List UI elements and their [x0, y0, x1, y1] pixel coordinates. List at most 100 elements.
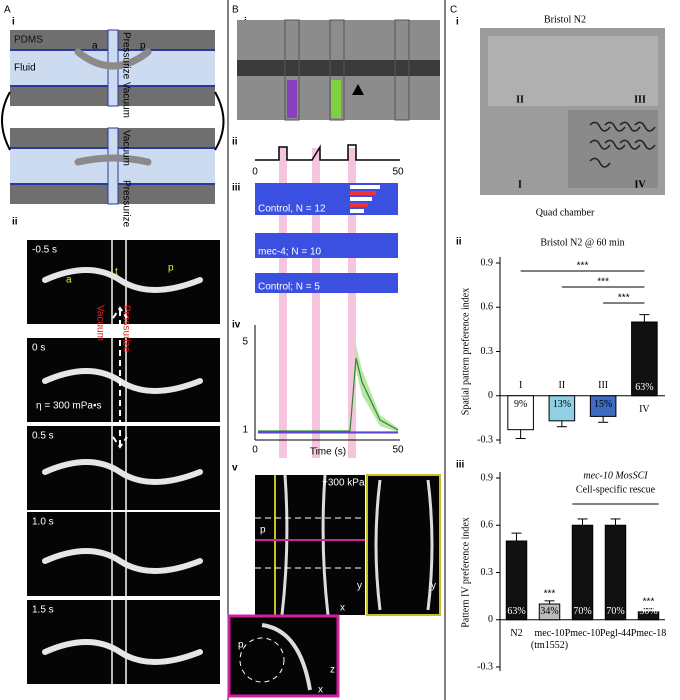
bracket-subtitle: Cell-specific rescue — [576, 484, 656, 495]
heatmap-response — [350, 185, 380, 189]
bar-label: 63% — [635, 382, 653, 393]
panel-label: B — [232, 5, 239, 16]
image-title: Bristol N2 — [544, 14, 586, 25]
image-caption: Quad chamber — [536, 207, 595, 218]
heatmap — [255, 233, 398, 258]
region-label: I — [518, 179, 522, 190]
video-frame — [27, 600, 220, 684]
worm-label: p — [168, 263, 174, 274]
bar-label: 9% — [514, 399, 527, 410]
bar — [548, 395, 576, 422]
region-label: III — [634, 94, 646, 105]
worm — [604, 139, 626, 150]
probe-label: p — [260, 525, 266, 536]
worm — [42, 639, 203, 665]
tick-label: 0 — [252, 445, 258, 456]
significance-label: *** — [577, 261, 589, 272]
cycle-arrow — [214, 91, 225, 151]
probe-label: p — [238, 640, 244, 651]
worm — [619, 121, 641, 132]
tick-label: 0 — [252, 167, 258, 178]
time-label: 0.5 s — [32, 431, 54, 442]
x-tick-label: III — [598, 380, 608, 391]
x-tick-label: IV — [639, 404, 650, 415]
y-tick-label: 0.9 — [481, 257, 494, 268]
time-label: 1.0 s — [32, 517, 54, 528]
worm — [42, 267, 203, 293]
bar-label: 70% — [573, 606, 591, 617]
heatmap-label: mec-4; N = 10 — [258, 247, 322, 258]
tick-label: 1 — [242, 425, 248, 436]
channel-label: Vacuum — [94, 305, 105, 341]
channel-label: Vacuum — [120, 130, 131, 166]
panel-label: C — [450, 5, 457, 16]
significance-label: *** — [643, 596, 655, 607]
time-label: 1.5 s — [32, 605, 54, 616]
worm — [42, 548, 203, 574]
cycle-arrow — [1, 91, 11, 151]
sub-label: i — [12, 17, 15, 28]
axis-label: y — [431, 581, 436, 592]
axis-label: y — [357, 581, 362, 592]
y-tick-label: -0.3 — [477, 434, 493, 445]
worm-cuticle — [374, 479, 434, 611]
tick-label: 50 — [392, 445, 404, 456]
worm — [634, 121, 656, 132]
material-label: Fluid — [14, 63, 36, 74]
chart-title: Bristol N2 @ 60 min — [540, 237, 624, 248]
worm — [589, 139, 611, 150]
axis-title: Pattern IV preference index — [460, 517, 471, 628]
sub-label: ii — [12, 217, 18, 228]
sub-label: ii — [232, 137, 238, 148]
trace-band — [350, 345, 398, 432]
x-tick-label: I — [519, 380, 522, 391]
worm-label: a — [92, 41, 98, 52]
worm — [619, 139, 641, 150]
worm — [634, 139, 656, 150]
post — [329, 19, 345, 121]
heatmap-response — [350, 209, 364, 213]
worm-cuticle — [261, 623, 312, 691]
channel-label: Pressurize — [120, 305, 131, 353]
stimulus-site — [287, 80, 297, 118]
confocal-image — [255, 475, 365, 615]
y-tick-label: 0.3 — [481, 567, 494, 578]
post — [394, 19, 410, 121]
heatmap-response — [350, 203, 368, 207]
heatmap-response — [350, 197, 372, 201]
worm-label: a — [66, 275, 72, 286]
confocal-image — [227, 614, 340, 698]
x-tick-label: Pegl-44 — [600, 628, 631, 639]
bar-label: 15% — [594, 399, 612, 410]
worm — [589, 121, 611, 132]
bar-label: 70% — [606, 606, 624, 617]
stimulus-band — [348, 148, 356, 458]
bar-label: 34% — [540, 606, 558, 617]
y-tick-label: 0.3 — [481, 346, 494, 357]
channel — [237, 60, 440, 76]
marker — [352, 84, 364, 95]
significance-label: *** — [597, 277, 609, 288]
stimulus-band — [279, 148, 287, 458]
time-label: 0 s — [32, 343, 45, 354]
x-tick-label: Pmec-18 — [631, 628, 667, 639]
y-tick-label: -0.3 — [477, 661, 493, 672]
tick-label: 5 — [242, 337, 248, 348]
bar — [507, 395, 534, 431]
tick-label: 50 — [392, 167, 404, 178]
worm — [604, 121, 626, 132]
post — [284, 19, 300, 121]
probe — [239, 637, 285, 683]
pattern — [488, 36, 658, 106]
worm-label: t — [115, 267, 118, 278]
axis-title: Spatial pattern preference index — [460, 288, 471, 415]
x-tick-label: II — [559, 380, 566, 391]
pattern — [568, 110, 658, 188]
bar-label: 30% — [639, 606, 657, 617]
trace — [258, 357, 399, 432]
sub-label: ii — [456, 237, 462, 248]
axis-label: x — [340, 603, 345, 614]
bar — [631, 321, 658, 397]
region-label: IV — [634, 179, 646, 190]
